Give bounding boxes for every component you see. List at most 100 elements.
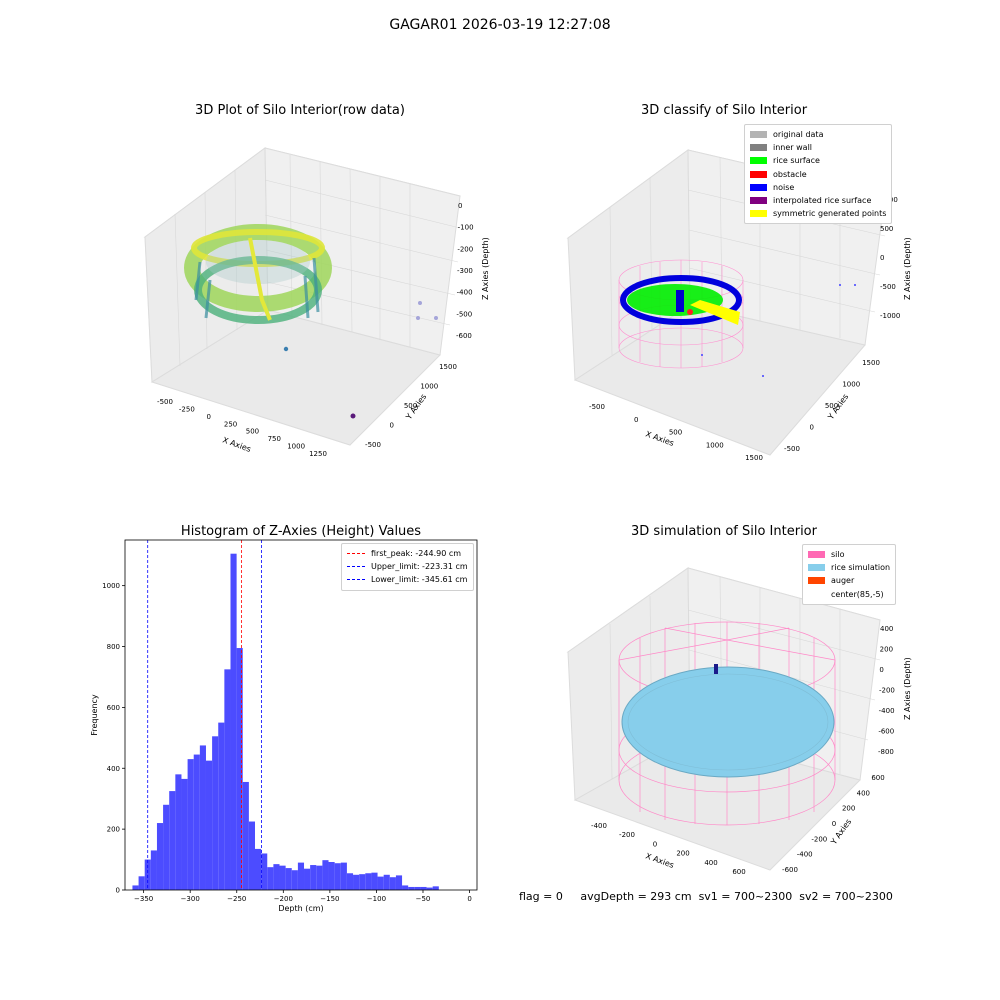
histogram-bar (205, 760, 213, 890)
histogram-legend-label: first_peak: -244.90 cm (371, 549, 462, 559)
simulation-y-tick: 600 (871, 774, 884, 782)
histogram-bar (432, 886, 439, 890)
histogram-bar (169, 791, 176, 890)
raw-x-tick: 1250 (309, 450, 327, 458)
raw-x-tick: -500 (157, 398, 173, 406)
histogram-y-tick-label: 600 (107, 704, 120, 712)
histogram-frame (124, 539, 478, 891)
histogram-chart[interactable]: −350 −300 −250 −200 −150 −100 −50 0 0 200 400 600 8… (0, 0, 500, 1000)
histogram-bar (132, 885, 139, 890)
simulation-y-tick: -400 (797, 851, 813, 859)
histogram-bar (144, 859, 151, 890)
classify-z-tick: 0 (880, 254, 884, 262)
sv2-text: sv2 = 700~2300 (799, 890, 893, 903)
avg-depth-text: avgDepth = 293 cm (580, 890, 692, 903)
raw-y-tick: 0 (390, 422, 394, 430)
simulation-y-tick: -600 (782, 866, 798, 874)
raw-z-tick: -100 (458, 224, 474, 232)
simulation-legend-label: center(85,-5) (831, 589, 884, 599)
histogram-bar (175, 774, 182, 890)
histogram-bar (316, 865, 323, 890)
raw-z-tick: 0 (458, 202, 462, 210)
classify-legend-label: obstacle (773, 169, 807, 179)
raw-x-tick-labels: -500 -250 0 250 500 750 1000 1250 (157, 398, 327, 458)
simulation-z-tick: -200 (879, 687, 895, 695)
classify-y-tick-labels: 1500 1000 500 0 -500 (784, 359, 880, 453)
classify-y-tick: 0 (810, 424, 814, 432)
histogram-bars (132, 553, 439, 890)
simulation-legend-item: rice simulation (808, 561, 890, 574)
histogram-bar (261, 853, 268, 890)
histogram-bar (414, 886, 421, 890)
simulation-y-tick: 0 (832, 820, 836, 828)
raw-outlier-points (283, 301, 438, 419)
histogram-legend-line (347, 553, 365, 555)
histogram-bar (377, 876, 384, 890)
classify-point-cloud (620, 275, 856, 377)
histogram-bar (138, 876, 145, 890)
histogram-y-tick-label: 1000 (102, 582, 120, 590)
histogram-bar (353, 874, 360, 890)
classify-legend-swatch (750, 183, 767, 191)
histogram-bar (279, 865, 286, 890)
simulation-legend-swatch (808, 564, 825, 572)
classify-z-tick: -1000 (880, 312, 900, 320)
histogram-legend-item: first_peak: -244.90 cm (347, 547, 468, 560)
raw-z-tick: -200 (457, 245, 473, 253)
histogram-x-ticks: −350 −300 −250 −200 −150 −100 −50 0 (134, 890, 472, 903)
simulation-legend-swatch (808, 551, 825, 559)
raw-x-tick: 1000 (287, 443, 305, 451)
raw-z-tick: -500 (456, 310, 472, 318)
histogram-bar (365, 873, 372, 890)
raw-z-tick: -300 (457, 267, 473, 275)
histogram-legend-line (347, 566, 365, 568)
flag-text: flag = 0 (519, 890, 563, 903)
classify-z-label: Z Axies (Depth) (903, 237, 912, 300)
classify-legend-label: rice surface (773, 156, 820, 166)
raw-silo-ring (184, 224, 332, 324)
histogram-legend-line (347, 579, 365, 581)
classify-legend-item: interpolated rice surface (750, 194, 886, 207)
raw-y-tick: 1500 (439, 363, 457, 371)
simulation-y-tick: 200 (842, 805, 855, 813)
simulation-x-tick: -200 (619, 831, 635, 839)
histogram-bar (230, 553, 237, 890)
histogram-bar (328, 862, 335, 890)
classify-3d-plot[interactable]: -500 0 500 1000 1500 1500 1000 500 0 -500 1000 50… (0, 0, 1000, 500)
classify-legend: original data inner wall rice surface obsta… (744, 124, 893, 225)
raw-z-tick-labels: 0 -100 -200 -300 -400 -500 -600 (456, 202, 474, 340)
histogram-bar (242, 781, 249, 890)
classify-legend-swatch (750, 157, 767, 165)
classify-x-tick: 0 (634, 416, 638, 424)
histogram-title: Histogram of Z-Axies (Height) Values (180, 524, 422, 539)
classify-legend-item: rice surface (750, 154, 886, 167)
histogram-bar (340, 862, 347, 890)
raw-x-tick: 0 (206, 413, 210, 421)
simulation-x-tick: 200 (676, 850, 689, 858)
classify-y-tick: 1000 (842, 381, 860, 389)
raw-z-tick: -600 (456, 332, 472, 340)
histogram-bar (156, 823, 164, 890)
histogram-x-tick-label: −50 (416, 895, 431, 903)
histogram-bar (218, 722, 225, 890)
simulation-legend-item: center(85,-5) (808, 588, 890, 601)
histogram-y-tick-label: 800 (107, 643, 120, 651)
simulation-legend: silo rice simulation auger center(85,-5) (802, 544, 897, 605)
classify-y-tick: 1500 (862, 359, 880, 367)
histogram-x-tick-label: −200 (274, 895, 293, 903)
histogram-bar (199, 745, 206, 890)
histogram-bar (254, 848, 262, 890)
histogram-y-label: Frequency (90, 694, 99, 736)
histogram-bar (334, 863, 341, 890)
simulation-x-label: X Axies (644, 851, 675, 870)
simulation-legend-label: silo (831, 550, 845, 560)
histogram-bar (297, 862, 305, 890)
histogram-legend-label: Lower_limit: -345.61 cm (371, 575, 468, 585)
histogram-x-tick-label: −250 (227, 895, 246, 903)
simulation-z-tick: -400 (879, 707, 895, 715)
histogram-bar (285, 868, 292, 890)
classify-legend-item: noise (750, 181, 886, 194)
